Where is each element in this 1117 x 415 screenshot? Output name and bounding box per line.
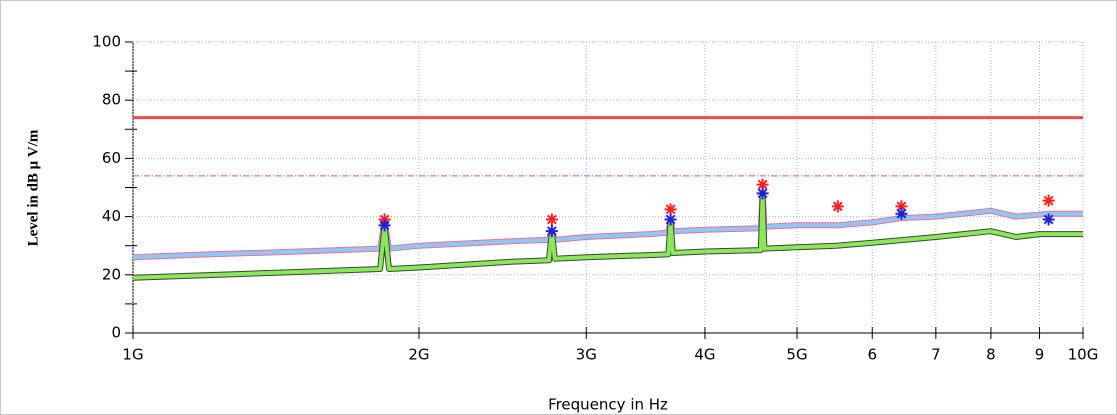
y-tick-label: 0 — [111, 324, 121, 342]
marker — [1042, 194, 1055, 207]
x-tick-label: 3G — [576, 346, 597, 364]
y-tick-label: 60 — [102, 149, 121, 167]
marker — [756, 187, 769, 200]
marker — [378, 219, 391, 232]
x-tick-label: 5G — [786, 346, 807, 364]
marker — [545, 213, 558, 226]
x-tick-label: 10G — [1068, 346, 1099, 364]
marker — [895, 200, 908, 213]
x-tick-label: 6 — [867, 346, 877, 364]
x-tick-label: 1G — [122, 346, 143, 364]
marker — [895, 207, 908, 220]
x-tick-label: 8 — [986, 346, 996, 364]
x-tick-label: 7 — [931, 346, 941, 364]
x-axis-label: Frequency in Hz — [548, 396, 668, 414]
x-tick-label: 4G — [694, 346, 715, 364]
marker — [756, 178, 769, 191]
y-axis-label: Level in dB μ V/m — [25, 129, 41, 246]
marker — [664, 213, 677, 226]
marker — [831, 200, 844, 213]
y-tick-label: 20 — [102, 265, 121, 283]
marker — [545, 225, 558, 238]
trace — [132, 194, 1083, 280]
y-tick-label: 100 — [92, 33, 121, 51]
x-tick-label: 2G — [408, 346, 429, 364]
y-tick-label: 40 — [102, 207, 121, 225]
y-tick-label: 80 — [102, 91, 121, 109]
marker — [664, 203, 677, 216]
x-tick-label: 9 — [1035, 346, 1045, 364]
marker — [1042, 213, 1055, 226]
